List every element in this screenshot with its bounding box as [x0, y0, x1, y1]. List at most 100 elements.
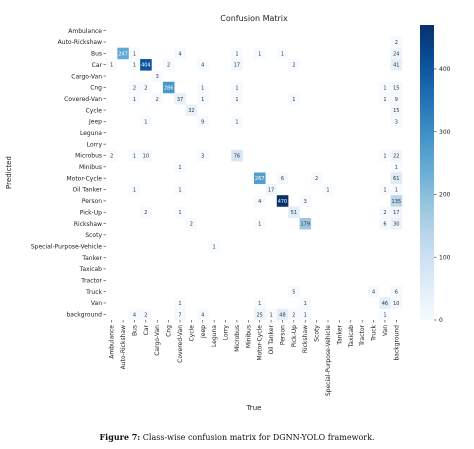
heatmap-cell [379, 217, 391, 230]
heatmap-cell [390, 161, 403, 173]
figure-caption: Figure 7: Class-wise confusion matrix fo… [0, 432, 474, 442]
heatmap-cell [174, 47, 186, 60]
x-tick-label: Ambulance [109, 325, 116, 359]
cell-value-label: 37 [177, 97, 183, 103]
y-tick-label: Cng [90, 85, 102, 92]
cell-value-label: 22 [393, 153, 399, 159]
y-tick-label: Leguna [80, 130, 102, 137]
cell-value-label: 1 [326, 188, 329, 194]
y-tick-label: Microbus [75, 153, 102, 160]
cell-value-label: 17 [393, 210, 399, 216]
heatmap-cell [367, 285, 380, 298]
heatmap-cell [288, 206, 300, 219]
heatmap-cell [128, 149, 141, 162]
cell-value-label: 2 [190, 222, 193, 228]
cell-value-label: 46 [382, 301, 388, 307]
cell-value-label: 2 [144, 312, 147, 318]
heatmap-cell [390, 149, 403, 162]
cell-value-label: 9 [395, 97, 398, 103]
heatmap-cell [197, 115, 209, 128]
heatmap-cell [231, 93, 243, 105]
cell-value-label: 1 [201, 97, 204, 103]
heatmap-cell [174, 183, 186, 196]
cell-value-label: 3 [156, 74, 159, 80]
heatmap-cell [231, 59, 243, 71]
figure-caption-text: Class-wise confusion matrix for DGNN-YOL… [142, 433, 375, 442]
cell-value-label: 1 [133, 153, 136, 159]
cell-value-label: 1 [235, 97, 238, 103]
heatmap-cell [379, 206, 391, 219]
x-tick-label: Cargo-Van [154, 325, 161, 356]
cell-value-label: 1 [235, 85, 238, 91]
heatmap-cell [151, 70, 164, 82]
cell-value-label: 48 [279, 312, 285, 318]
cell-value-label: 1 [258, 51, 261, 57]
cell-value-label: 1 [304, 312, 307, 318]
heatmap-cell [185, 104, 198, 116]
y-tick-label: Pick-Up [80, 209, 102, 216]
y-tick-label: Cargo-Van [71, 73, 102, 80]
heatmap-cell [390, 217, 403, 230]
heatmap-cell [390, 81, 403, 94]
heatmap-cell [379, 297, 391, 309]
cell-value-label: 1 [281, 51, 284, 57]
heatmap-cell [254, 195, 266, 207]
cell-value-label: 1 [258, 222, 261, 228]
x-tick-label: Covered-Van [177, 325, 184, 363]
x-tick-label: Cng [166, 325, 173, 337]
y-tick-label: Jeep [88, 119, 102, 126]
cell-value-label: 41 [393, 63, 399, 69]
heatmap-cell [299, 195, 312, 207]
cell-value-label: 4 [201, 63, 204, 69]
x-tick-label: Auto-Rickshaw [120, 325, 127, 369]
heatmap-cell [254, 47, 266, 60]
heatmap-cell [276, 195, 289, 207]
chart-title: Confusion Matrix [220, 14, 288, 23]
y-tick-label: Auto-Rickshaw [58, 39, 102, 46]
cell-value-label: 179 [300, 222, 310, 228]
y-tick-label: background [67, 312, 103, 319]
cell-value-label: 15 [393, 85, 399, 91]
cell-value-label: 247 [118, 51, 128, 57]
cell-value-label: 2 [292, 63, 295, 69]
y-tick-label: Covered-Van [64, 96, 102, 103]
cell-value-label: 1 [383, 188, 386, 194]
cell-value-label: 1 [133, 63, 136, 69]
x-tick-label: Car [143, 324, 150, 335]
cell-value-label: 1 [133, 97, 136, 103]
x-tick-label: Jeep [200, 325, 207, 339]
cell-value-label: 2 [133, 85, 136, 91]
heatmap-cell [390, 47, 403, 60]
x-tick-label: Taxicab [348, 325, 355, 349]
heatmap-cell [390, 285, 403, 298]
heatmap-cell [128, 59, 141, 71]
cell-value-label: 1 [383, 97, 386, 103]
y-tick-label: Bus [91, 51, 102, 58]
cell-value-label: 76 [234, 153, 240, 159]
cell-value-label: 1 [292, 97, 295, 103]
x-tick-label: Truck [371, 324, 378, 341]
x-tick-label: Van [382, 325, 389, 336]
heatmap-cell [231, 47, 243, 60]
cell-value-label: 2 [144, 210, 147, 216]
y-tick-label: Lorry [87, 141, 103, 148]
cell-value-label: 4 [178, 51, 181, 57]
x-tick-label: Pick-Up [291, 325, 298, 347]
y-tick-label: Tanker [81, 255, 102, 262]
x-tick-label: Special-Purpose-Vehicle [325, 325, 332, 396]
heatmap-cell [390, 195, 403, 207]
y-tick-label: Oil Tanker [72, 187, 102, 194]
cell-value-label: 4 [258, 199, 261, 205]
heatmap-cell [288, 308, 300, 321]
cell-value-label: 17 [234, 63, 240, 69]
cell-value-label: 404 [141, 63, 151, 69]
cell-value-label: 24 [393, 51, 399, 57]
cell-value-label: 1 [144, 119, 147, 125]
cell-value-label: 3 [395, 119, 398, 125]
heatmap-cell [140, 81, 152, 94]
heatmap-cell [265, 308, 277, 321]
cell-value-label: 4 [372, 290, 375, 296]
cell-value-label: 1 [304, 301, 307, 307]
heatmap-cell [185, 217, 198, 230]
